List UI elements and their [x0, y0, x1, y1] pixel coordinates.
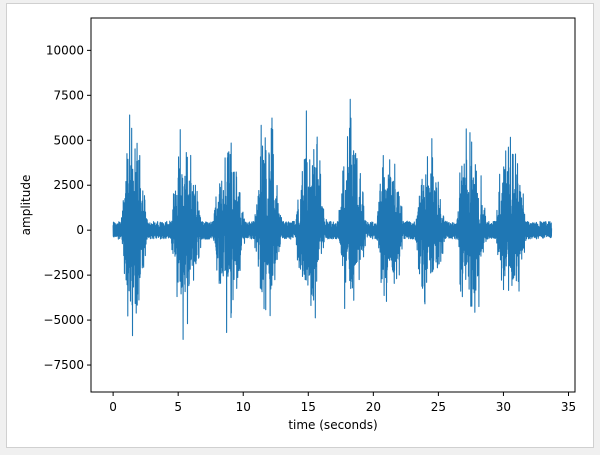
x-axis-label: time (seconds) [288, 418, 377, 432]
x-tick-label: 35 [561, 400, 576, 414]
amplitude-waveform-line [112, 98, 553, 340]
x-tick-label: 10 [236, 400, 251, 414]
y-tick-label: 7500 [53, 88, 84, 102]
y-tick-label: 2500 [53, 178, 84, 192]
y-tick-label: 0 [76, 223, 84, 237]
plot-area [91, 18, 575, 392]
x-tick-label: 5 [174, 400, 182, 414]
x-tick-label: 15 [301, 400, 316, 414]
amplitude-chart: 0 5 10 15 20 25 30 35 −7500 −5000 −2500 0 2500 5000 7… [19, 17, 576, 432]
x-tick-label: 25 [431, 400, 446, 414]
y-tick-label: 10000 [46, 43, 84, 57]
figure-frame: 0 5 10 15 20 25 30 35 −7500 −5000 −2500 0 2500 5000 7… [6, 3, 594, 448]
x-axis: 0 5 10 15 20 25 30 35 [109, 392, 576, 414]
y-axis-label: amplitude [19, 175, 33, 236]
plot-frame [90, 17, 576, 393]
x-tick-label: 0 [109, 400, 117, 414]
y-tick-label: −5000 [43, 313, 84, 327]
x-tick-label: 30 [496, 400, 511, 414]
y-tick-label: −7500 [43, 358, 84, 372]
x-tick-label: 20 [366, 400, 381, 414]
y-tick-label: −2500 [43, 268, 84, 282]
y-tick-label: 5000 [53, 133, 84, 147]
series-layer [112, 98, 553, 340]
y-axis: −7500 −5000 −2500 0 2500 5000 7500 10000 [43, 43, 91, 372]
